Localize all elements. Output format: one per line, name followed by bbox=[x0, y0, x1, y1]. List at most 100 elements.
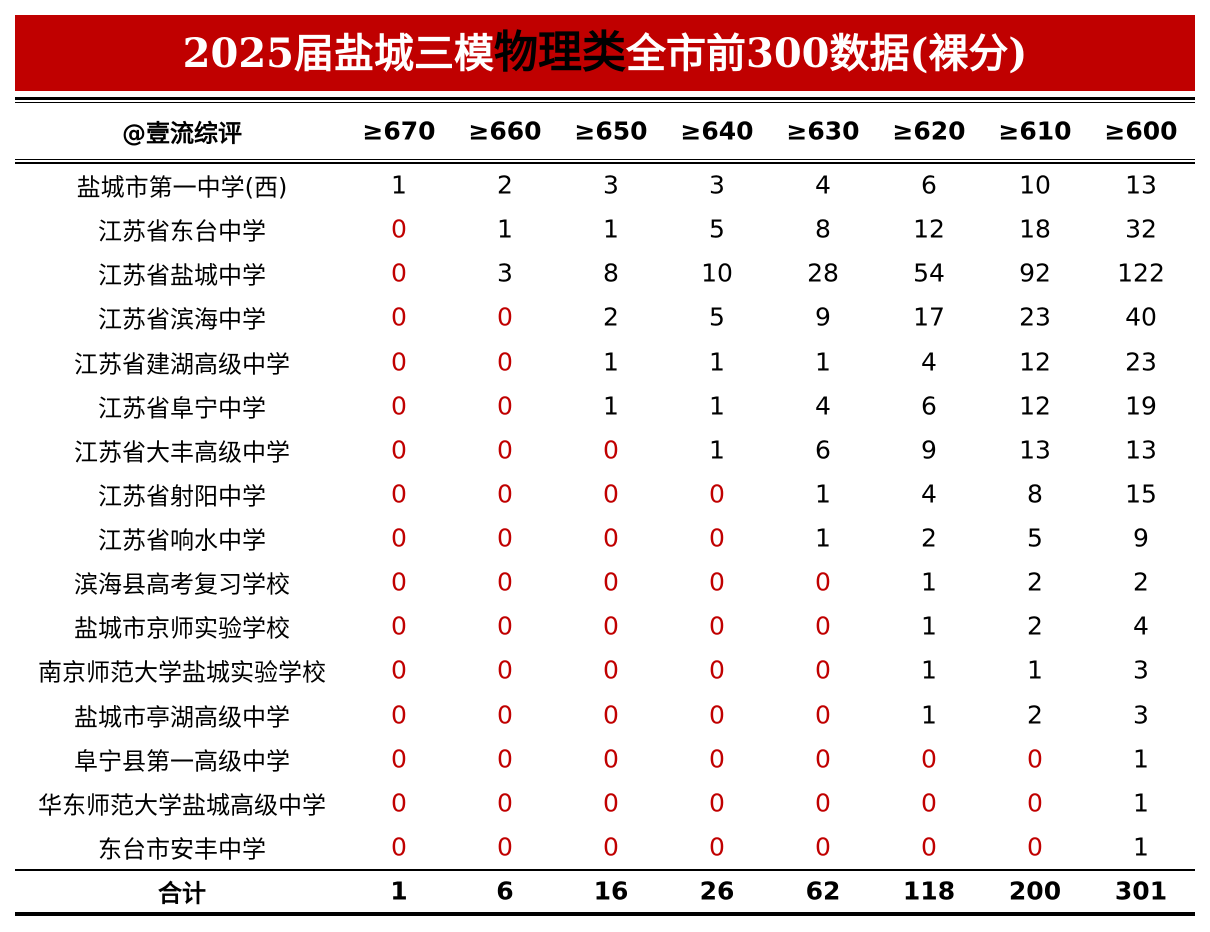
cell: 0 bbox=[391, 391, 407, 421]
cell: 0 bbox=[391, 479, 407, 509]
cell: 1 bbox=[1133, 788, 1149, 818]
rule bbox=[15, 912, 1195, 916]
cell: 17 bbox=[913, 302, 945, 332]
cell: 6 bbox=[496, 876, 514, 906]
cell: 0 bbox=[391, 302, 407, 332]
cell: 19 bbox=[1125, 391, 1157, 421]
cell: ≥640 bbox=[680, 116, 754, 146]
cell: 0 bbox=[709, 788, 725, 818]
cell: 0 bbox=[603, 655, 619, 685]
cell: 0 bbox=[497, 611, 513, 641]
cell: 6 bbox=[921, 391, 937, 421]
row-label: 江苏省滨海中学 bbox=[98, 305, 266, 334]
cell: 10 bbox=[1019, 170, 1051, 200]
cell: 12 bbox=[1019, 347, 1051, 377]
cell: 12 bbox=[1019, 391, 1051, 421]
cell: 0 bbox=[921, 832, 937, 862]
cell: 0 bbox=[1027, 744, 1043, 774]
cell: 0 bbox=[1027, 832, 1043, 862]
cell: 13 bbox=[1125, 170, 1157, 200]
title-banner: 2025届盐城三模物理类全市前300数据(裸分) bbox=[15, 15, 1195, 91]
cell: ≥660 bbox=[468, 116, 542, 146]
cell: 5 bbox=[709, 214, 725, 244]
cell: 26 bbox=[699, 876, 735, 906]
row-label: 阜宁县第一高级中学 bbox=[74, 747, 290, 776]
cell: 0 bbox=[815, 611, 831, 641]
cell: 8 bbox=[815, 214, 831, 244]
row-label: 盐城市京师实验学校 bbox=[74, 614, 290, 643]
cell: 0 bbox=[497, 435, 513, 465]
cell: 0 bbox=[1027, 788, 1043, 818]
row-label: 盐城市第一中学(西) bbox=[76, 173, 288, 202]
cell: 122 bbox=[1117, 258, 1165, 288]
cell: 0 bbox=[921, 744, 937, 774]
cell: 0 bbox=[603, 744, 619, 774]
cell: 0 bbox=[709, 744, 725, 774]
row-label: 江苏省射阳中学 bbox=[98, 482, 266, 511]
cell: 2 bbox=[1027, 700, 1043, 730]
cell: 28 bbox=[807, 258, 839, 288]
cell: 23 bbox=[1125, 347, 1157, 377]
cell: 12 bbox=[913, 214, 945, 244]
cell: 0 bbox=[815, 567, 831, 597]
cell: 18 bbox=[1019, 214, 1051, 244]
cell: 0 bbox=[497, 479, 513, 509]
cell: 1 bbox=[921, 655, 937, 685]
cell: 0 bbox=[391, 655, 407, 685]
cell: 1 bbox=[390, 876, 408, 906]
cell: 4 bbox=[921, 479, 937, 509]
cell: 6 bbox=[815, 435, 831, 465]
cell: 0 bbox=[497, 567, 513, 597]
cell: 0 bbox=[709, 523, 725, 553]
cell: 62 bbox=[805, 876, 841, 906]
cell: 0 bbox=[497, 391, 513, 421]
rule bbox=[15, 97, 1195, 100]
row-label: 江苏省阜宁中学 bbox=[98, 394, 266, 423]
cell: 0 bbox=[497, 788, 513, 818]
row-label: 华东师范大学盐城高级中学 bbox=[38, 791, 326, 820]
cell: 92 bbox=[1019, 258, 1051, 288]
cell: 3 bbox=[709, 170, 725, 200]
cell: 0 bbox=[815, 832, 831, 862]
cell: 5 bbox=[709, 302, 725, 332]
row-label: 江苏省大丰高级中学 bbox=[74, 438, 290, 467]
cell: 1 bbox=[921, 611, 937, 641]
cell: 0 bbox=[391, 435, 407, 465]
rule bbox=[15, 159, 1195, 160]
cell: 2 bbox=[1027, 567, 1043, 597]
row-label: 盐城市亭湖高级中学 bbox=[74, 703, 290, 732]
cell: 9 bbox=[1133, 523, 1149, 553]
cell: 16 bbox=[593, 876, 629, 906]
cell: 0 bbox=[603, 435, 619, 465]
cell: 0 bbox=[815, 788, 831, 818]
cell: 0 bbox=[815, 700, 831, 730]
cell: 0 bbox=[603, 788, 619, 818]
rule bbox=[15, 162, 1195, 164]
cell: 4 bbox=[815, 170, 831, 200]
cell: 5 bbox=[1027, 523, 1043, 553]
cell: 32 bbox=[1125, 214, 1157, 244]
cell: 2 bbox=[1027, 611, 1043, 641]
cell: 2 bbox=[1133, 567, 1149, 597]
cell: 0 bbox=[815, 655, 831, 685]
cell: 4 bbox=[815, 391, 831, 421]
cell: 1 bbox=[921, 567, 937, 597]
cell: 301 bbox=[1114, 876, 1168, 906]
cell: 0 bbox=[709, 832, 725, 862]
cell: 0 bbox=[391, 347, 407, 377]
cell: 0 bbox=[603, 523, 619, 553]
row-label: 合计 bbox=[158, 879, 206, 908]
cell: 1 bbox=[497, 214, 513, 244]
cell: 0 bbox=[709, 655, 725, 685]
cell: 0 bbox=[391, 567, 407, 597]
cell: 3 bbox=[1133, 655, 1149, 685]
cell: 2 bbox=[603, 302, 619, 332]
cell: 0 bbox=[603, 479, 619, 509]
cell: 0 bbox=[497, 700, 513, 730]
cell: 0 bbox=[391, 832, 407, 862]
cell: 9 bbox=[921, 435, 937, 465]
cell: 9 bbox=[815, 302, 831, 332]
cell: 0 bbox=[709, 479, 725, 509]
cell: 40 bbox=[1125, 302, 1157, 332]
